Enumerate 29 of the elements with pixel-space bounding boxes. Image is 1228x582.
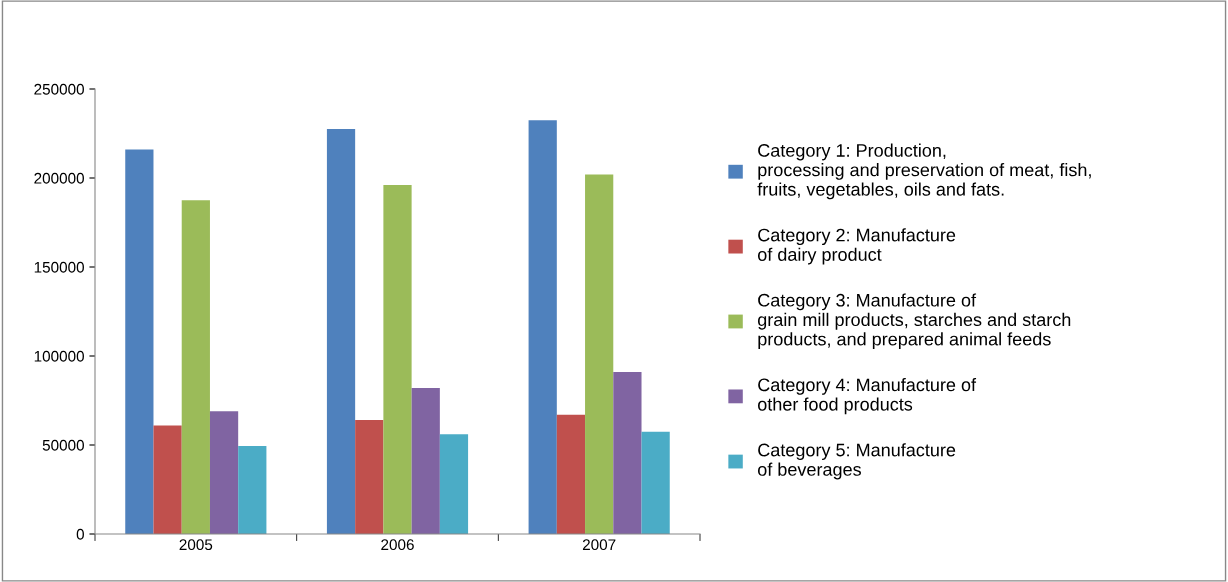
y-tick-label: 200000: [34, 172, 84, 184]
x-tick-label: 2005: [179, 539, 213, 551]
bar: [125, 149, 154, 534]
bar: [153, 425, 182, 534]
y-tick-label: 0: [76, 528, 84, 540]
bar: [355, 420, 384, 534]
x-tick-label: 2007: [582, 539, 616, 551]
bar: [613, 372, 642, 534]
legend-label: Category 3: Manufacture of grain mill products, starches and starch products, and prepared animal feeds: [758, 293, 1071, 350]
y-tick-label: 150000: [34, 261, 84, 273]
bar: [238, 445, 267, 534]
y-tick-label: 100000: [34, 350, 84, 362]
bar: [556, 414, 586, 534]
y-tick-label: 50000: [42, 439, 84, 451]
bar: [641, 431, 670, 534]
bar: [181, 200, 210, 534]
bar: [326, 129, 356, 534]
y-tick-label: 250000: [34, 83, 84, 95]
x-tick-label: 2006: [381, 539, 414, 551]
bar: [383, 185, 412, 534]
bar: [411, 388, 440, 534]
bar: [585, 174, 614, 534]
legend-label: Category 4: Manufacture of other food products: [758, 378, 977, 415]
bar: [209, 411, 239, 534]
legend-label: Category 1: Production, processing and preservation of meat, fish, fruits, vegetables, oils and fats.: [757, 143, 1091, 200]
legend-label: Category 5: Manufacture of beverages: [758, 443, 956, 480]
legend-label: Category 2: Manufacture of dairy product: [758, 228, 956, 265]
bar: [439, 434, 469, 534]
bar: [528, 120, 557, 534]
